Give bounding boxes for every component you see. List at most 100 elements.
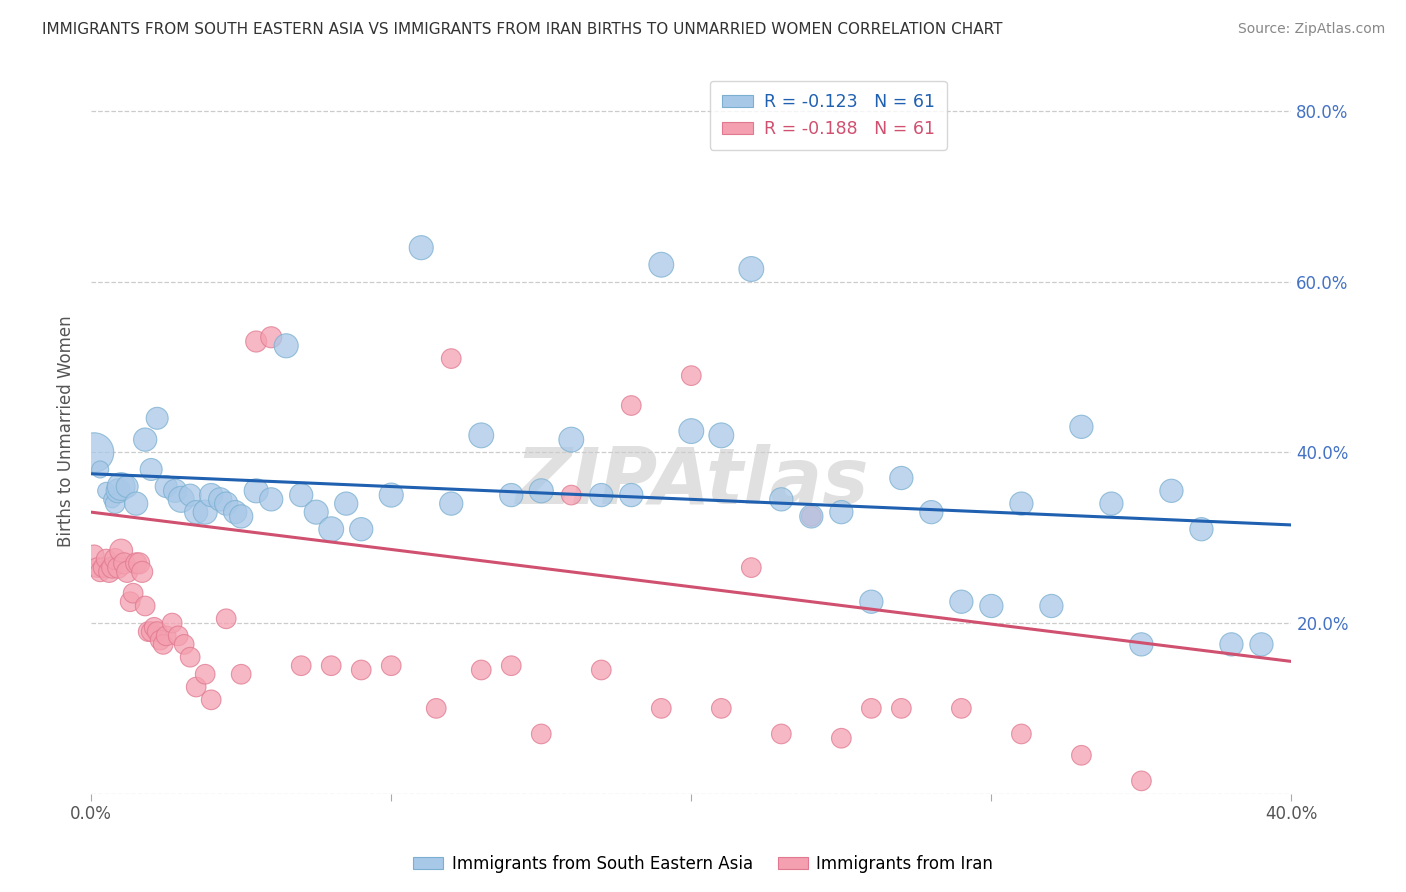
Point [650,701,672,715]
Point [681,368,703,383]
Point [740,262,762,277]
Point [350,663,373,677]
Point [681,424,703,438]
Text: IMMIGRANTS FROM SOUTH EASTERN ASIA VS IMMIGRANTS FROM IRAN BIRTHS TO UNMARRIED W: IMMIGRANTS FROM SOUTH EASTERN ASIA VS IM… [42,22,1002,37]
Point [440,351,463,366]
Point [89,462,111,476]
Point [1070,748,1092,763]
Point [1220,637,1243,651]
Point [950,701,973,715]
Point [470,428,492,442]
Point [115,565,138,579]
Point [321,658,343,673]
Point [890,701,912,715]
Point [146,411,169,425]
Point [501,658,523,673]
Point [125,497,148,511]
Point [1070,420,1092,434]
Point [96,552,118,566]
Point [110,479,132,493]
Point [186,505,208,519]
Point [591,488,613,502]
Point [170,492,193,507]
Point [149,633,172,648]
Point [1040,599,1063,613]
Point [770,727,793,741]
Point [101,492,124,507]
Point [740,560,762,574]
Text: Source: ZipAtlas.com: Source: ZipAtlas.com [1237,22,1385,37]
Point [260,330,283,344]
Point [104,497,127,511]
Point [1130,773,1153,788]
Point [125,557,148,571]
Point [470,663,492,677]
Point [143,620,166,634]
Point [1099,497,1122,511]
Point [110,543,132,558]
Point [501,488,523,502]
Point [112,557,135,571]
Point [165,483,187,498]
Point [950,595,973,609]
Y-axis label: Births to Unmarried Women: Births to Unmarried Women [58,315,75,547]
Point [560,433,582,447]
Point [231,509,253,524]
Point [980,599,1002,613]
Point [1130,637,1153,651]
Point [440,497,463,511]
Point [350,522,373,536]
Point [710,428,733,442]
Point [134,599,156,613]
Point [770,492,793,507]
Point [141,624,163,639]
Point [83,445,105,459]
Point [104,552,127,566]
Point [122,586,145,600]
Point [215,612,238,626]
Point [186,680,208,694]
Point [1010,727,1032,741]
Point [131,565,153,579]
Point [920,505,942,519]
Point [200,488,222,502]
Point [1010,497,1032,511]
Point [155,479,177,493]
Point [290,658,312,673]
Point [215,497,238,511]
Point [86,560,108,574]
Point [141,462,163,476]
Point [107,560,129,574]
Point [179,488,201,502]
Point [120,595,142,609]
Point [115,479,138,493]
Point [290,488,312,502]
Point [91,560,114,574]
Point [200,693,222,707]
Point [260,492,283,507]
Point [231,667,253,681]
Point [800,509,823,524]
Point [321,522,343,536]
Point [276,339,298,353]
Point [136,624,159,639]
Point [530,727,553,741]
Legend: R = -0.123   N = 61, R = -0.188   N = 61: R = -0.123 N = 61, R = -0.188 N = 61 [710,81,946,150]
Point [160,615,183,630]
Point [335,497,357,511]
Point [830,505,852,519]
Point [860,701,883,715]
Point [1160,483,1182,498]
Point [620,399,643,413]
Point [890,471,912,485]
Point [194,505,217,519]
Point [146,624,169,639]
Legend: Immigrants from South Eastern Asia, Immigrants from Iran: Immigrants from South Eastern Asia, Immi… [406,848,1000,880]
Point [83,548,105,562]
Text: ZIPAtlas: ZIPAtlas [515,444,868,520]
Point [107,483,129,498]
Point [89,565,111,579]
Point [620,488,643,502]
Point [173,637,195,651]
Point [101,560,124,574]
